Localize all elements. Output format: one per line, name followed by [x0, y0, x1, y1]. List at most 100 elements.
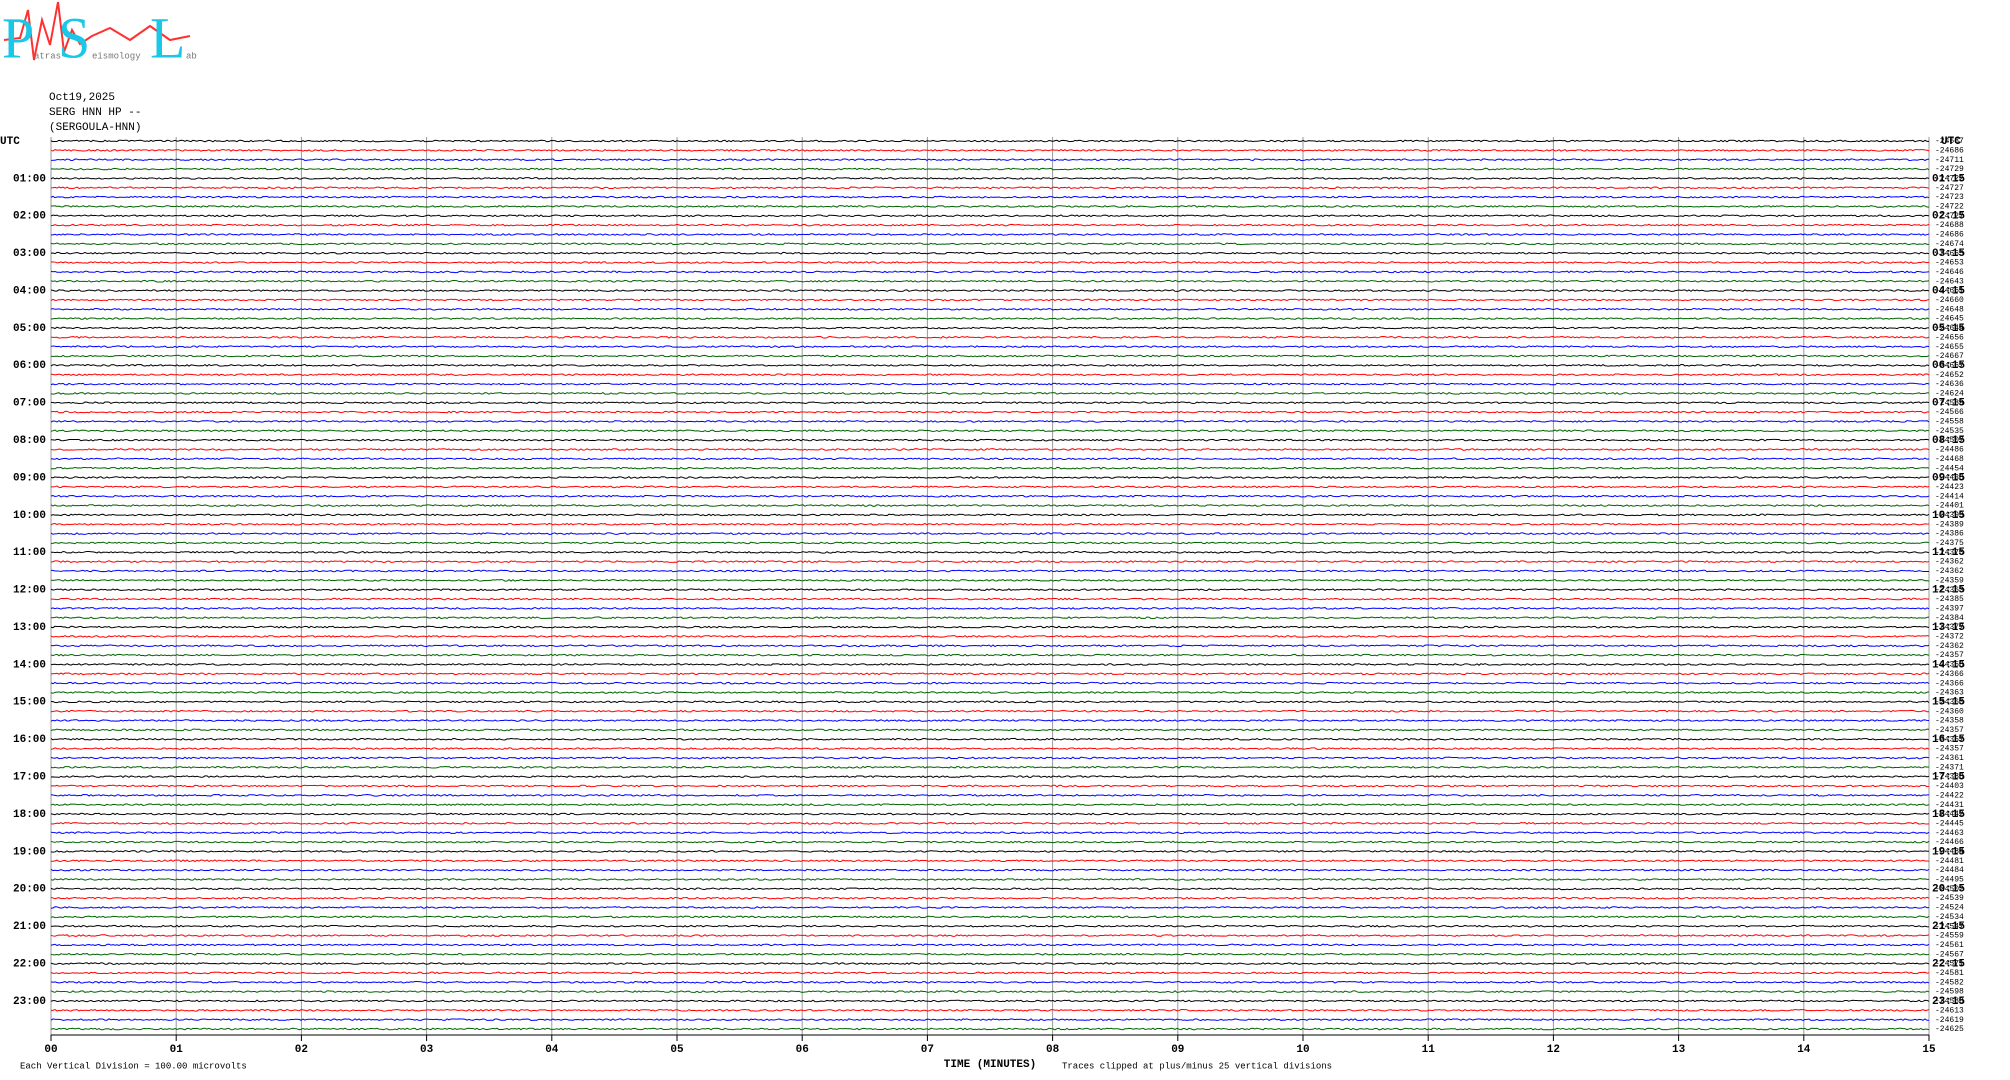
trace-level: -24414: [1935, 492, 1964, 501]
trace-level: -24653: [1935, 259, 1964, 268]
trace-level: -24466: [1935, 838, 1964, 847]
trace-level: -24403: [1935, 782, 1964, 791]
trace-level: -24636: [1935, 380, 1964, 389]
trace: [50, 588, 1930, 592]
trace: [50, 373, 1930, 377]
trace-level: -24559: [1935, 932, 1964, 941]
trace: [50, 952, 1930, 956]
left-time-label: 15:00: [13, 697, 46, 709]
logo-letter: S: [58, 5, 90, 70]
left-time-label: 18:00: [13, 809, 46, 821]
station: SERG HNN HP --: [49, 107, 141, 119]
trace: [50, 223, 1930, 227]
trace: [50, 448, 1930, 451]
trace: [50, 148, 1930, 152]
left-time-label: 17:00: [13, 772, 46, 784]
trace-level: -24729: [1935, 165, 1964, 174]
trace-level: -24401: [1935, 502, 1964, 511]
trace-level: -24674: [1935, 240, 1964, 249]
trace: [50, 541, 1930, 545]
trace-level: -24722: [1935, 174, 1964, 183]
station-name: (SERGOULA-HNN): [49, 122, 141, 134]
trace: [50, 691, 1930, 694]
x-tick-label: 08: [1046, 1044, 1060, 1056]
trace-level: -24363: [1935, 586, 1964, 595]
trace-level: -24558: [1935, 418, 1964, 427]
trace-level: -24686: [1935, 231, 1964, 240]
trace: [50, 401, 1930, 405]
left-time-label: 03:00: [13, 248, 46, 260]
trace-level: -24431: [1935, 801, 1964, 810]
left-time-label: 02:00: [13, 211, 46, 223]
trace-level: -24372: [1935, 633, 1964, 642]
trace: [50, 653, 1930, 657]
trace: [50, 522, 1930, 526]
trace-level: -24359: [1935, 576, 1964, 585]
x-tick-label: 05: [670, 1044, 684, 1056]
right-time-label: 10:15: [1932, 510, 1965, 522]
trace-level: -24624: [1935, 389, 1964, 398]
right-time-label: 15:15: [1932, 697, 1965, 709]
trace-level: -24385: [1935, 595, 1964, 604]
left-time-label: 21:00: [13, 921, 46, 933]
trace-level: -24561: [1935, 941, 1964, 950]
x-tick-label: 03: [420, 1044, 434, 1056]
left-time-label: 13:00: [13, 622, 46, 634]
clip-note: Traces clipped at plus/minus 25 vertical…: [1062, 1061, 1332, 1071]
trace: [50, 663, 1930, 666]
trace: [50, 793, 1930, 797]
trace-level: -24371: [1935, 763, 1964, 772]
left-time-label: 22:00: [13, 958, 46, 970]
trace-level: -24362: [1935, 558, 1964, 567]
trace: [50, 784, 1930, 788]
trace: [50, 990, 1930, 993]
trace-level: -24588: [1935, 997, 1964, 1006]
trace: [50, 625, 1930, 629]
trace: [50, 606, 1930, 610]
trace: [50, 139, 1930, 143]
trace: [50, 859, 1930, 863]
trace-level: -24661: [1935, 287, 1964, 296]
trace: [50, 242, 1930, 246]
trace-level: -24686: [1935, 146, 1964, 155]
trace-level: -24362: [1935, 642, 1964, 651]
left-time-label: 19:00: [13, 846, 46, 858]
x-tick-label: 06: [796, 1044, 809, 1056]
trace: [50, 878, 1930, 881]
trace: [50, 167, 1930, 171]
right-time-label: 12:15: [1932, 585, 1965, 597]
trace-level: -24619: [1935, 1016, 1964, 1025]
trace-level: -24727: [1935, 212, 1964, 221]
trace: [50, 700, 1930, 704]
trace: [50, 943, 1930, 947]
trace-level: -24589: [1935, 399, 1964, 408]
plot: 00 01 02 03 04 05 06 07 08 09 10 11 12 13 14 15-24687-2…: [0, 136, 1965, 1056]
trace: [50, 494, 1930, 498]
right-time-label: 21:15: [1932, 921, 1965, 933]
trace-level: -24357: [1935, 651, 1964, 660]
trace-level: -24375: [1935, 539, 1964, 548]
trace: [50, 345, 1930, 349]
trace: [50, 616, 1930, 620]
right-time-label: 08:15: [1932, 435, 1965, 447]
trace: [50, 709, 1930, 713]
trace-level: -24535: [1935, 427, 1964, 436]
trace: [50, 672, 1930, 676]
trace-level: -24495: [1935, 876, 1964, 885]
trace-level: -24384: [1935, 614, 1964, 623]
trace: [50, 765, 1930, 769]
trace-level: -24645: [1935, 315, 1964, 324]
right-time-label: 02:15: [1932, 211, 1965, 223]
trace-level: -24423: [1935, 483, 1964, 492]
trace: [50, 812, 1930, 816]
trace-level: -24547: [1935, 922, 1964, 931]
left-time-label: 20:00: [13, 884, 46, 896]
trace: [50, 924, 1930, 928]
trace: [51, 485, 1930, 489]
trace-level: -24723: [1935, 193, 1964, 202]
trace-level: -24361: [1935, 754, 1964, 763]
right-time-label: 20:15: [1932, 884, 1965, 896]
left-time-label: 01:00: [13, 173, 46, 185]
right-time-label: 01:15: [1932, 173, 1965, 185]
